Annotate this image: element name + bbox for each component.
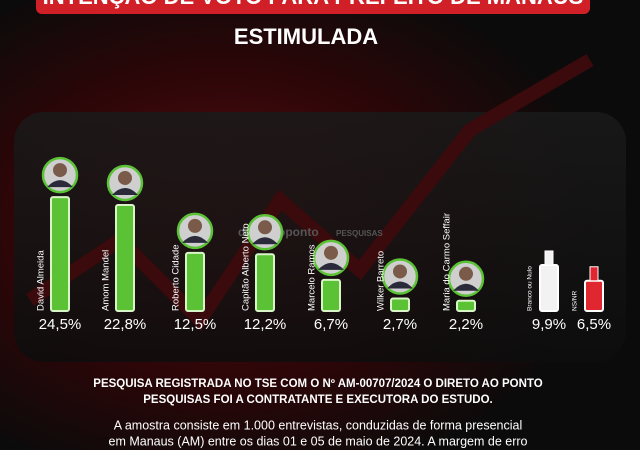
bar xyxy=(390,297,410,313)
footnote-line: A amostra consiste em 1.000 entrevistas,… xyxy=(114,418,523,432)
footnote-line: em Manaus (AM) entre os dias 01 e 05 de … xyxy=(109,434,528,448)
value-label: 6,5% xyxy=(577,316,611,333)
category-label: Capitão Alberto Neto xyxy=(241,223,252,311)
category-label: David Almeida xyxy=(36,250,47,311)
title-banner xyxy=(36,0,590,14)
bar xyxy=(255,253,275,313)
photo-head xyxy=(188,218,202,233)
photo-head xyxy=(459,266,473,281)
photo-body xyxy=(318,262,344,270)
photo-body xyxy=(252,237,278,245)
photo-head xyxy=(324,245,338,260)
photo-body xyxy=(47,180,73,188)
category-label: Marcelo Ramos xyxy=(307,244,318,311)
footnote-line: PESQUISAS FOI A CONTRATANTE E EXECUTORA … xyxy=(143,394,493,406)
chart-title: INTENÇÃO DE VOTO PARA PREFEITO DE MANAUS xyxy=(43,0,584,9)
value-label: 2,2% xyxy=(449,316,483,333)
photo-body xyxy=(387,281,413,289)
category-label: Wilker Barreto xyxy=(376,251,387,311)
value-label: 12,5% xyxy=(174,316,217,333)
bar xyxy=(115,203,135,312)
photo-head xyxy=(258,220,272,235)
bar xyxy=(185,251,205,312)
value-label: 22,8% xyxy=(104,316,147,333)
photo-head xyxy=(393,264,407,279)
photo-body xyxy=(182,235,208,243)
value-label: 6,7% xyxy=(314,316,348,333)
chart-subtitle: ESTIMULADA xyxy=(234,24,378,49)
bar xyxy=(456,299,476,312)
photo-body xyxy=(112,187,138,195)
category-label: Amom Mandel xyxy=(101,250,112,311)
value-label: 2,7% xyxy=(383,316,417,333)
bar xyxy=(584,279,604,312)
category-label: Branco ou Nulo xyxy=(527,266,534,311)
photo-head xyxy=(118,170,132,185)
category-label: Maria do Carmo Seffair xyxy=(442,213,453,311)
photo-body xyxy=(453,283,479,291)
category-label: NS/NR xyxy=(572,290,579,311)
footnote-line: PESQUISA REGISTRADA NO TSE COM O Nº AM-0… xyxy=(93,378,542,390)
value-label: 12,2% xyxy=(244,316,287,333)
photo-head xyxy=(53,163,67,178)
bar xyxy=(539,263,559,312)
value-label: 9,9% xyxy=(532,316,566,333)
bar xyxy=(321,278,341,313)
category-label: Roberto Cidade xyxy=(171,244,182,311)
bar xyxy=(50,196,70,312)
bottle-neck xyxy=(589,266,599,282)
value-label: 24,5% xyxy=(39,316,82,333)
bottle-neck xyxy=(544,250,554,266)
watermark-sub: PESQUISAS xyxy=(336,229,383,238)
